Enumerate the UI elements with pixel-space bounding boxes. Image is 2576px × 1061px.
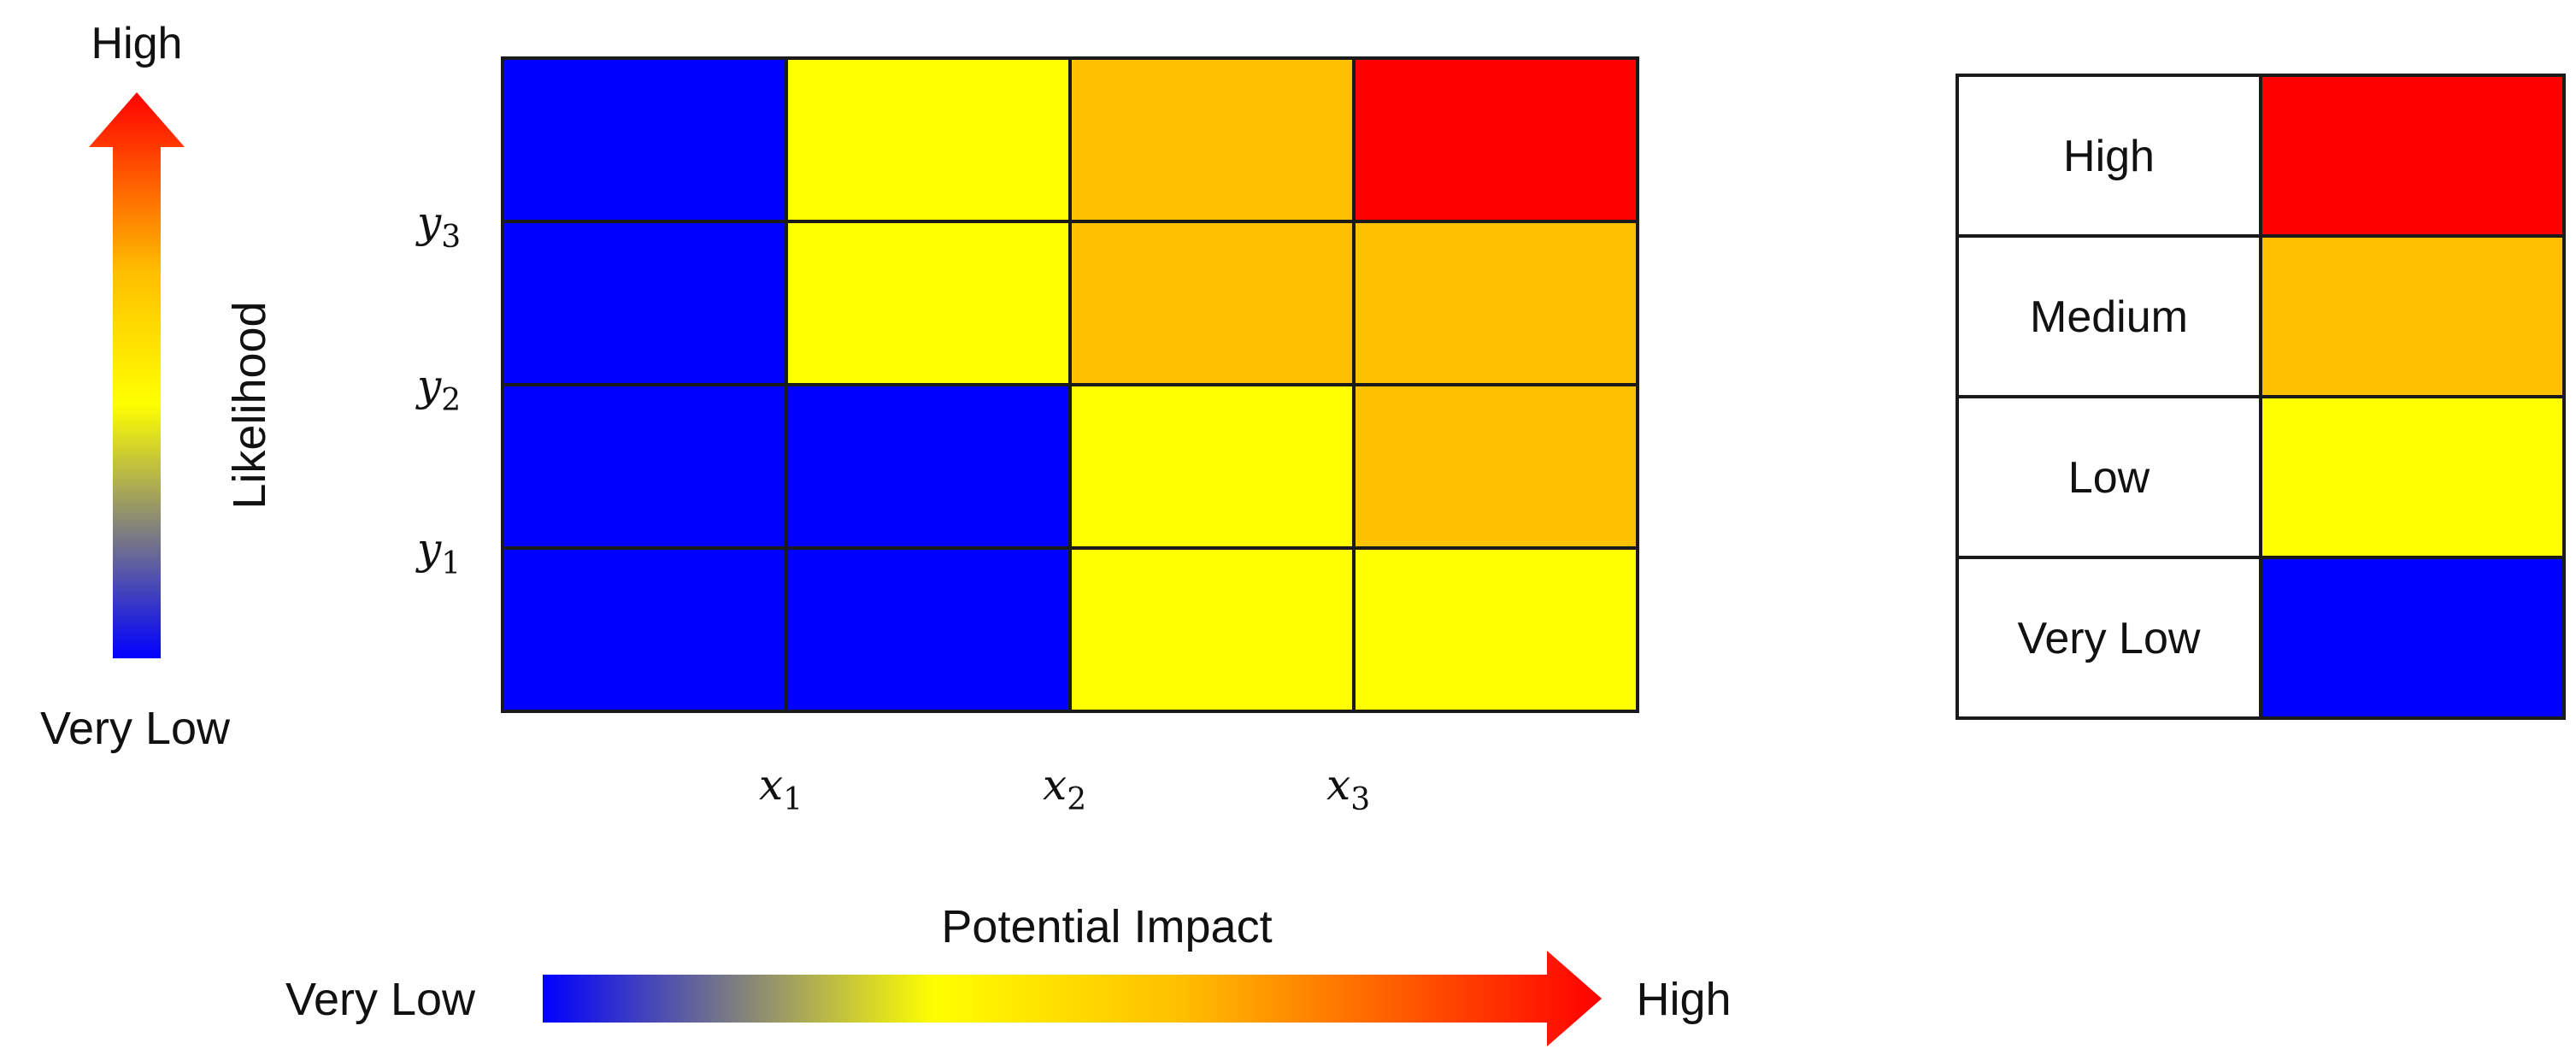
risk-level-legend: High Medium Low Very Low: [1956, 74, 2566, 720]
likelihood-axis-label: Likelihood: [224, 301, 275, 509]
matrix-cell-r2-c4: [1352, 220, 1639, 386]
impact-axis-label: Potential Impact: [941, 901, 1272, 952]
matrix-cell-r1-c4: [1352, 56, 1639, 223]
matrix-cell-r2-c2: [785, 220, 1072, 386]
matrix-cell-r3-c3: [1068, 383, 1356, 550]
matrix-cell-r1-c2: [785, 56, 1072, 223]
legend-label-very-low: Very Low: [2018, 614, 2201, 663]
matrix-cell-r4-c4: [1352, 546, 1639, 713]
legend-label-cell: [1956, 234, 2262, 398]
likelihood-gradient-arrow: [89, 92, 185, 658]
matrix-cell-r3-c4: [1352, 383, 1639, 550]
matrix-cell-r3-c1: [501, 383, 788, 550]
likelihood-low-label: Very Low: [40, 703, 231, 754]
legend-label-medium: Medium: [2030, 292, 2188, 342]
impact-low-label: Very Low: [285, 974, 476, 1025]
y-tick-labels: y3 y2 y1: [415, 197, 461, 581]
y-tick-label: y1: [415, 524, 461, 581]
legend-label-low: Low: [2068, 453, 2150, 503]
legend-swatch-very-low: [2259, 556, 2566, 720]
legend-swatch-medium: [2259, 234, 2566, 398]
x-tick-label: x1: [759, 760, 803, 817]
impact-gradient-arrow: [543, 951, 1602, 1046]
matrix-cell-r4-c2: [785, 546, 1072, 713]
matrix-cell-r1-c3: [1068, 56, 1356, 223]
likelihood-high-label: High: [91, 19, 183, 68]
risk-matrix-grid: [501, 56, 1639, 713]
matrix-cell-r1-c1: [501, 56, 788, 223]
matrix-cell-r3-c2: [785, 383, 1072, 550]
matrix-cell-r4-c1: [501, 546, 788, 713]
legend-label-high: High: [2063, 132, 2155, 181]
x-tick-labels: x1 x2 x3: [759, 760, 1370, 817]
legend-label-cell: [1956, 74, 2262, 238]
matrix-cell-r2-c3: [1068, 220, 1356, 386]
impact-high-label: High: [1636, 974, 1731, 1025]
matrix-cell-r2-c1: [501, 220, 788, 386]
legend-swatch-low: [2259, 395, 2566, 559]
matrix-cell-r4-c3: [1068, 546, 1356, 713]
legend-label-cell: [1956, 395, 2262, 559]
x-tick-label: x2: [1043, 760, 1086, 817]
y-tick-label: y2: [415, 361, 461, 418]
x-tick-label: x3: [1326, 760, 1370, 817]
legend-swatch-high: [2259, 74, 2566, 238]
y-tick-label: y3: [415, 197, 461, 255]
